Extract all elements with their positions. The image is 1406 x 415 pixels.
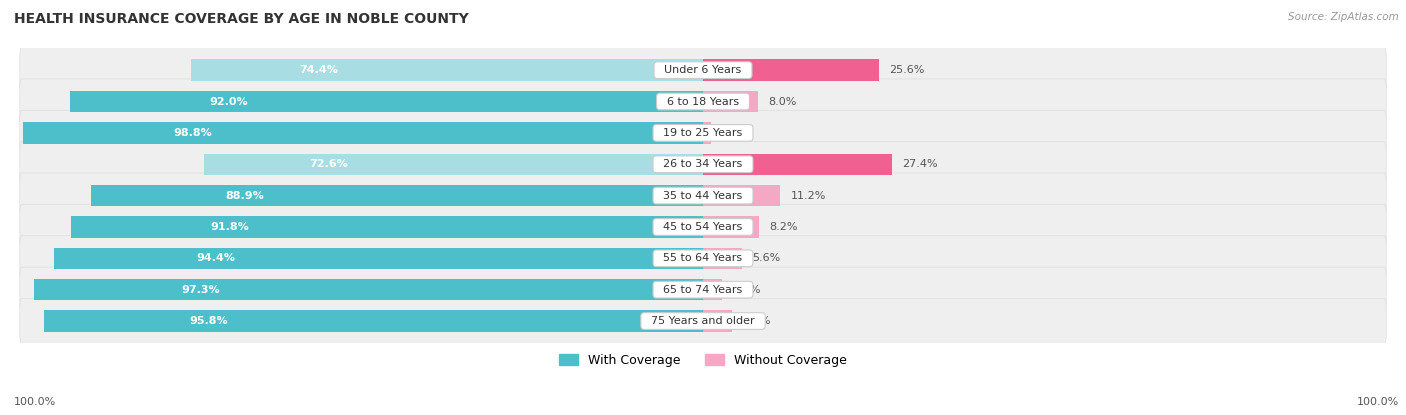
Text: 75 Years and older: 75 Years and older: [644, 316, 762, 326]
Bar: [72, 216, 703, 238]
Text: 74.4%: 74.4%: [299, 65, 339, 75]
Legend: With Coverage, Without Coverage: With Coverage, Without Coverage: [554, 349, 852, 372]
Text: 94.4%: 94.4%: [197, 253, 235, 264]
Bar: [703, 91, 758, 112]
Bar: [24, 122, 703, 144]
Bar: [91, 185, 703, 206]
Text: 5.6%: 5.6%: [752, 253, 780, 264]
FancyBboxPatch shape: [20, 236, 1386, 281]
Bar: [703, 59, 879, 81]
Text: Source: ZipAtlas.com: Source: ZipAtlas.com: [1288, 12, 1399, 22]
FancyBboxPatch shape: [20, 142, 1386, 187]
Bar: [53, 248, 703, 269]
Text: 65 to 74 Years: 65 to 74 Years: [657, 285, 749, 295]
Text: 97.3%: 97.3%: [181, 285, 221, 295]
FancyBboxPatch shape: [20, 173, 1386, 218]
Bar: [70, 91, 703, 112]
Bar: [191, 59, 703, 81]
Text: 95.8%: 95.8%: [190, 316, 228, 326]
Text: 55 to 64 Years: 55 to 64 Years: [657, 253, 749, 264]
FancyBboxPatch shape: [20, 110, 1386, 156]
FancyBboxPatch shape: [20, 48, 1386, 93]
Text: 72.6%: 72.6%: [309, 159, 347, 169]
Text: 2.7%: 2.7%: [733, 285, 761, 295]
Text: 8.2%: 8.2%: [769, 222, 799, 232]
Text: 6 to 18 Years: 6 to 18 Years: [659, 97, 747, 107]
Bar: [703, 279, 721, 300]
Text: 1.2%: 1.2%: [721, 128, 749, 138]
Text: 100.0%: 100.0%: [1357, 397, 1399, 407]
Text: 19 to 25 Years: 19 to 25 Years: [657, 128, 749, 138]
FancyBboxPatch shape: [20, 298, 1386, 344]
Bar: [703, 310, 733, 332]
Text: 8.0%: 8.0%: [768, 97, 797, 107]
FancyBboxPatch shape: [20, 204, 1386, 249]
Text: 35 to 44 Years: 35 to 44 Years: [657, 190, 749, 200]
Bar: [703, 248, 741, 269]
Text: 88.9%: 88.9%: [225, 190, 264, 200]
Bar: [44, 310, 703, 332]
Text: Under 6 Years: Under 6 Years: [658, 65, 748, 75]
Text: 26 to 34 Years: 26 to 34 Years: [657, 159, 749, 169]
Text: 91.8%: 91.8%: [209, 222, 249, 232]
Bar: [703, 216, 759, 238]
Text: 4.2%: 4.2%: [742, 316, 770, 326]
Text: 27.4%: 27.4%: [901, 159, 938, 169]
Text: 98.8%: 98.8%: [174, 128, 212, 138]
FancyBboxPatch shape: [20, 79, 1386, 124]
Bar: [204, 154, 703, 175]
Bar: [703, 185, 780, 206]
Text: HEALTH INSURANCE COVERAGE BY AGE IN NOBLE COUNTY: HEALTH INSURANCE COVERAGE BY AGE IN NOBL…: [14, 12, 468, 27]
Text: 45 to 54 Years: 45 to 54 Years: [657, 222, 749, 232]
Text: 100.0%: 100.0%: [14, 397, 56, 407]
Bar: [703, 122, 711, 144]
Bar: [34, 279, 703, 300]
FancyBboxPatch shape: [20, 267, 1386, 312]
Text: 11.2%: 11.2%: [790, 190, 825, 200]
Text: 25.6%: 25.6%: [890, 65, 925, 75]
Text: 92.0%: 92.0%: [209, 97, 247, 107]
Bar: [703, 154, 891, 175]
